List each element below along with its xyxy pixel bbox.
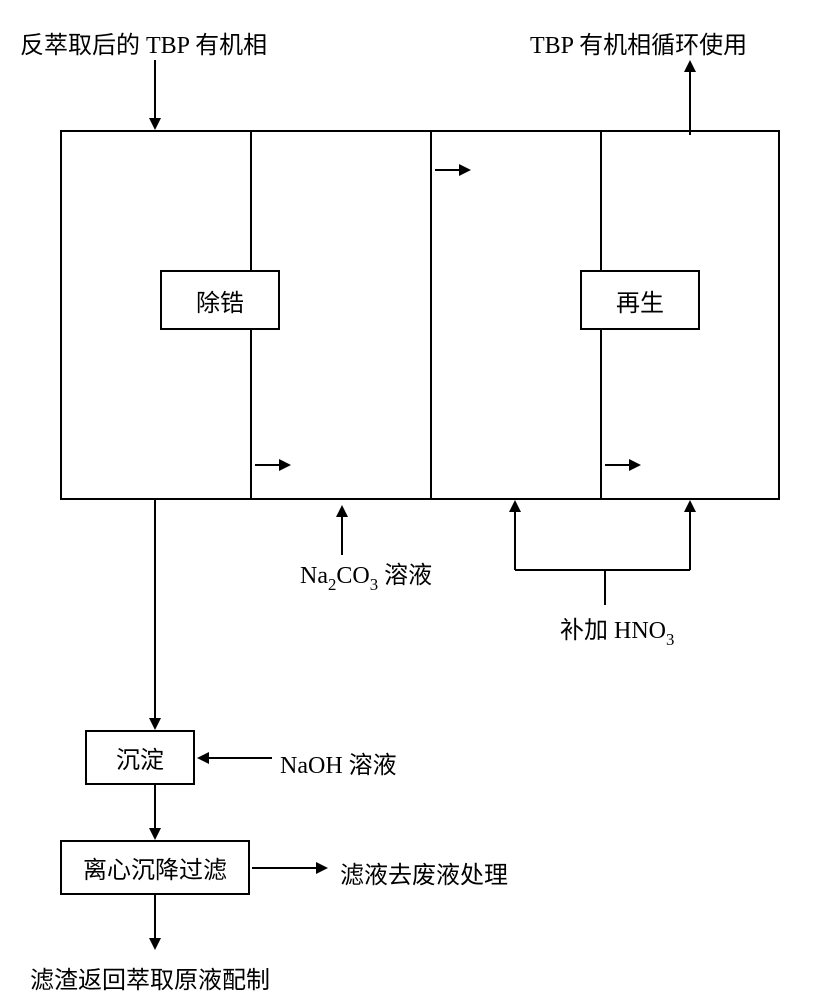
label-top-right: TBP 有机相循环使用 xyxy=(530,25,747,60)
regen-label: 再生 xyxy=(616,283,664,318)
arrow-to-precip xyxy=(145,500,165,735)
centrifuge-label: 离心沉降过滤 xyxy=(83,850,227,885)
na2co3-label: Na2CO3 溶液 xyxy=(300,555,432,594)
na2co3-sub1: 2 xyxy=(328,575,336,594)
arrow-to-residue xyxy=(145,895,165,955)
na2co3-sub2: 3 xyxy=(370,575,378,594)
arrow-hno3 xyxy=(505,500,705,610)
na2co3-pre: Na xyxy=(300,563,328,589)
na2co3-mid: CO xyxy=(336,563,369,589)
arrow-internal-bottom-right xyxy=(605,455,645,475)
arrow-precip-to-centrifuge xyxy=(145,785,165,845)
remove-zr-box: 除锆 xyxy=(160,270,280,330)
na2co3-post: 溶液 xyxy=(378,563,432,589)
naoh-label: NaOH 溶液 xyxy=(280,745,397,780)
arrow-na2co3 xyxy=(332,505,352,555)
arrow-input-tbp xyxy=(145,60,165,135)
hno3-label: 补加 HNO3 xyxy=(560,610,674,649)
divider-line-2 xyxy=(430,130,434,500)
arrow-output-tbp xyxy=(680,60,700,135)
hno3-sub: 3 xyxy=(666,630,674,649)
precip-box: 沉淀 xyxy=(85,730,195,785)
precip-label: 沉淀 xyxy=(116,740,164,775)
remove-zr-label: 除锆 xyxy=(196,283,244,318)
residue-label: 滤渣返回萃取原液配制 xyxy=(30,960,270,995)
arrow-internal-top xyxy=(435,160,475,180)
arrow-internal-bottom-left xyxy=(255,455,295,475)
regen-box: 再生 xyxy=(580,270,700,330)
arrow-naoh xyxy=(197,748,277,768)
hno3-pre: 补加 HNO xyxy=(560,618,666,644)
filtrate-label: 滤液去废液处理 xyxy=(340,855,508,890)
arrow-to-filtrate xyxy=(252,858,332,878)
centrifuge-box: 离心沉降过滤 xyxy=(60,840,250,895)
label-top-left: 反萃取后的 TBP 有机相 xyxy=(20,25,267,60)
